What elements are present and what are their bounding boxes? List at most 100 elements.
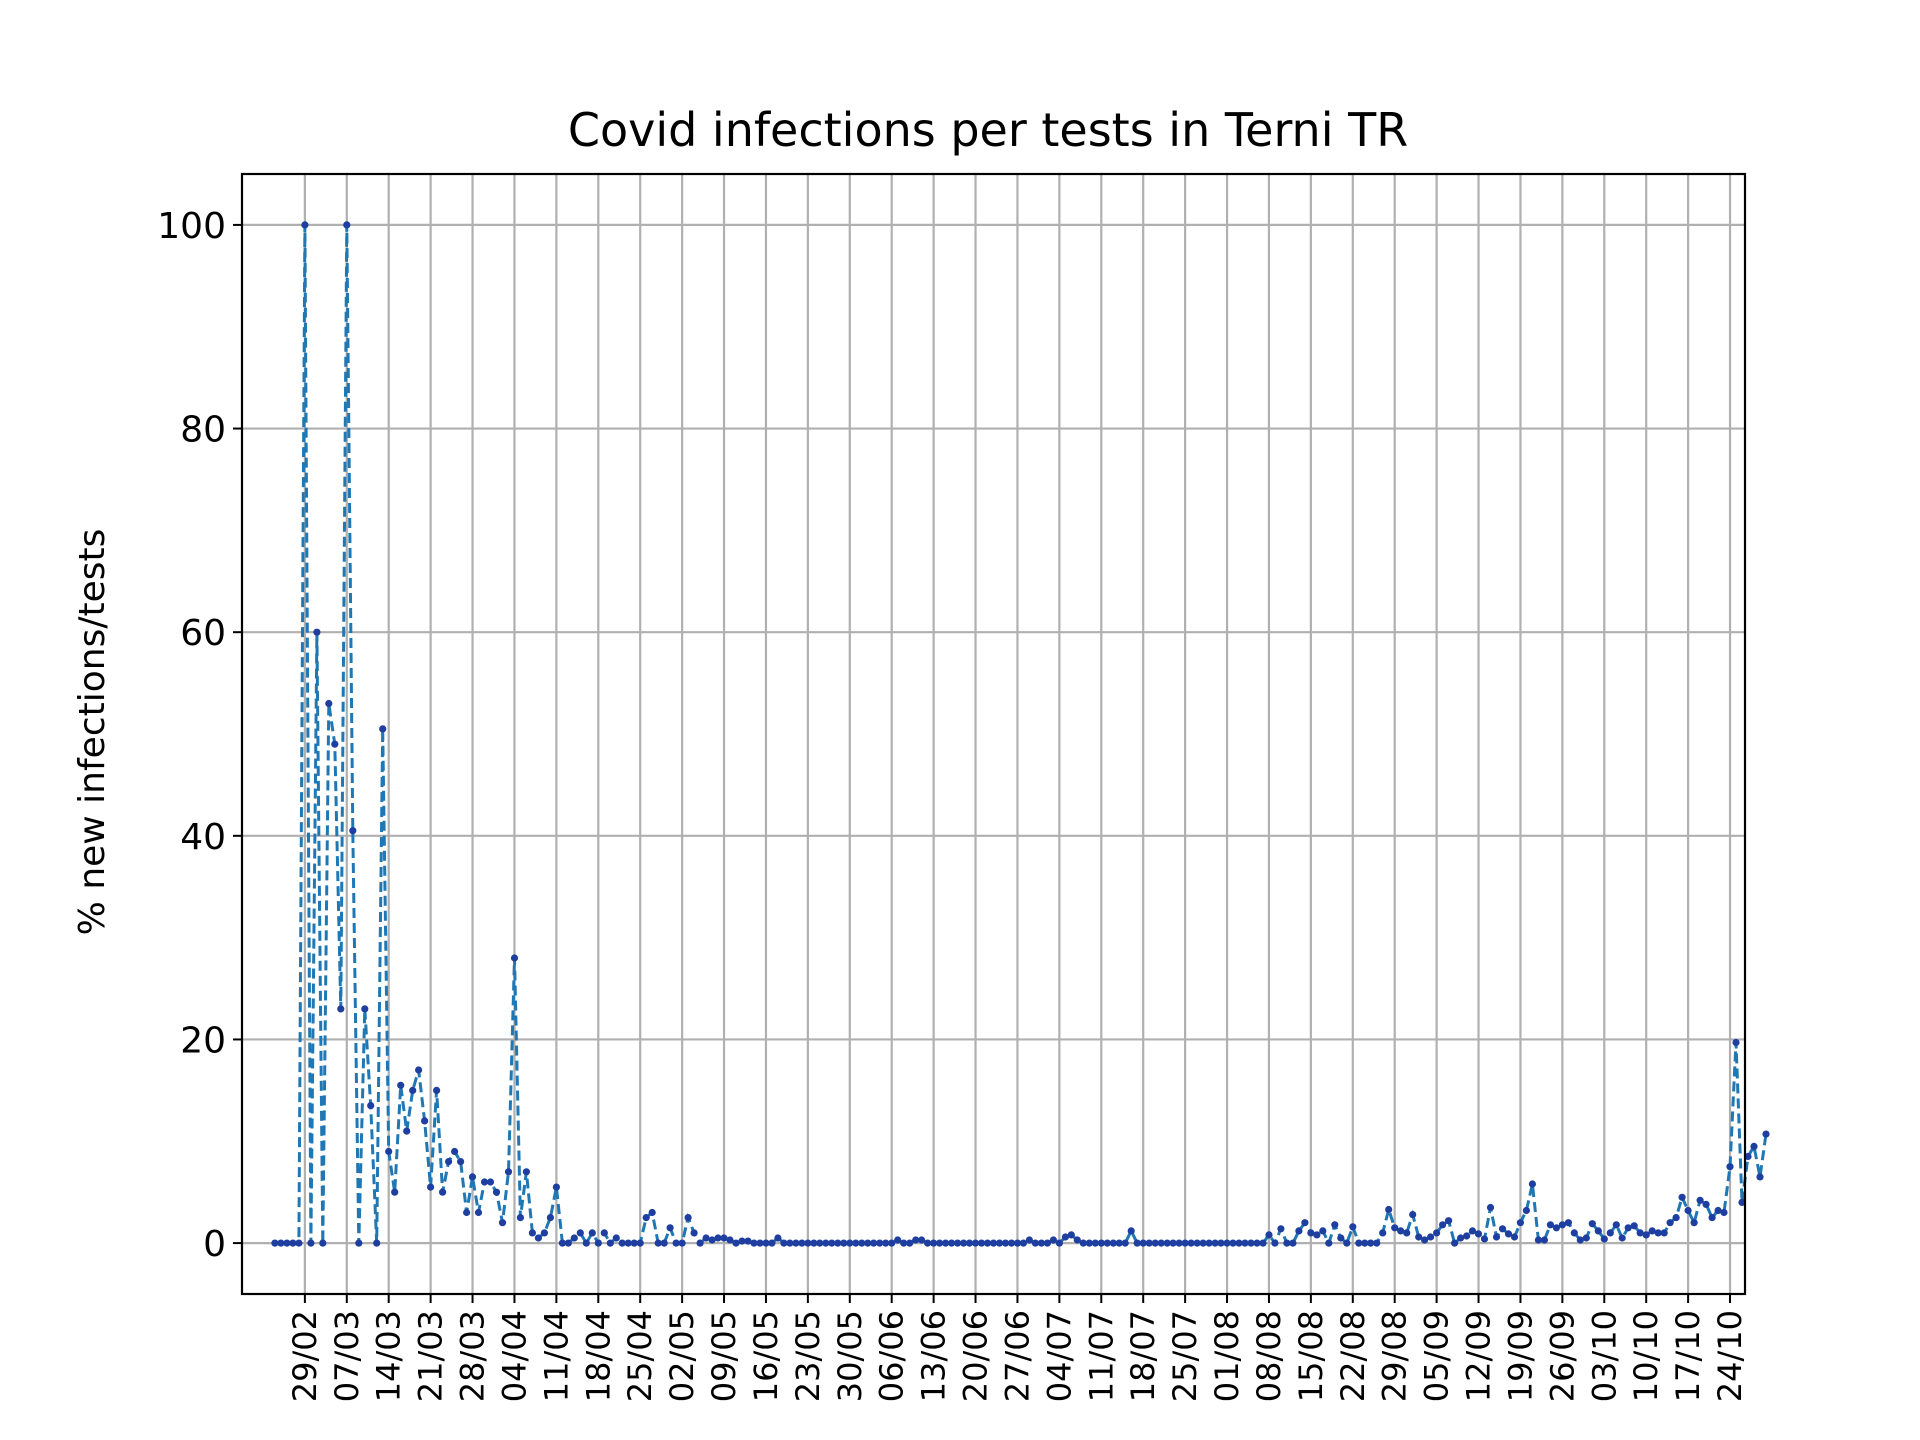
x-tick-label: 14/03 — [370, 1310, 408, 1402]
data-point — [1289, 1239, 1297, 1247]
data-point — [421, 1117, 429, 1125]
x-tick-label: 06/06 — [873, 1310, 911, 1402]
x-tick-label: 24/10 — [1711, 1310, 1749, 1402]
data-point — [888, 1239, 896, 1247]
data-point — [636, 1239, 644, 1247]
x-tick-label: 29/08 — [1376, 1310, 1414, 1402]
data-point — [648, 1208, 656, 1217]
data-point — [1654, 1229, 1662, 1237]
data-point — [1259, 1239, 1267, 1247]
data-point — [750, 1239, 758, 1247]
data-point — [744, 1237, 752, 1245]
data-point — [1031, 1239, 1039, 1247]
data-point — [1283, 1239, 1291, 1247]
data-point — [1241, 1239, 1249, 1247]
data-point — [540, 1229, 549, 1237]
data-point — [1181, 1239, 1189, 1247]
data-point — [1708, 1214, 1716, 1222]
data-point — [1421, 1236, 1429, 1244]
data-point — [828, 1239, 836, 1247]
data-point — [325, 699, 333, 708]
plot-frame — [240, 172, 1747, 1296]
data-point — [582, 1239, 590, 1247]
data-point — [1373, 1239, 1381, 1247]
x-tick-label: 25/07 — [1166, 1310, 1204, 1402]
data-point — [1546, 1221, 1554, 1229]
data-point — [552, 1183, 561, 1191]
data-point — [1253, 1239, 1261, 1247]
data-point — [1522, 1206, 1530, 1215]
x-tick-label: 30/05 — [831, 1310, 869, 1402]
data-point — [367, 1102, 375, 1110]
x-tick-label: 13/06 — [915, 1310, 953, 1402]
data-point — [774, 1234, 782, 1242]
data-point — [1139, 1239, 1147, 1247]
data-point — [684, 1214, 692, 1222]
data-point — [1684, 1206, 1692, 1215]
data-point — [1468, 1227, 1477, 1235]
data-point — [504, 1168, 513, 1176]
data-point — [960, 1239, 968, 1247]
data-point — [1558, 1221, 1566, 1229]
data-point — [415, 1066, 423, 1074]
data-point — [1702, 1200, 1710, 1208]
y-tick-label: 0 — [203, 1224, 226, 1265]
x-tick-label: 18/04 — [579, 1310, 617, 1402]
data-point — [1570, 1229, 1578, 1237]
data-point — [1427, 1233, 1435, 1241]
x-tick-label: 20/06 — [957, 1310, 995, 1402]
data-point — [1409, 1211, 1417, 1219]
data-point — [1696, 1196, 1704, 1204]
data-point — [1750, 1142, 1758, 1150]
data-point — [1642, 1231, 1650, 1239]
data-point — [295, 1239, 303, 1247]
data-point — [1229, 1239, 1237, 1247]
data-point — [1103, 1239, 1111, 1247]
x-tick-label: 15/08 — [1292, 1310, 1330, 1402]
data-point — [965, 1239, 974, 1247]
data-point — [1720, 1208, 1728, 1217]
data-point — [1349, 1223, 1357, 1231]
y-tick-label: 80 — [180, 410, 226, 451]
data-point — [786, 1239, 794, 1247]
data-point — [349, 827, 357, 835]
x-tick-label: 25/04 — [621, 1310, 659, 1402]
data-point — [457, 1158, 465, 1166]
data-point — [534, 1234, 543, 1242]
data-point — [989, 1239, 998, 1247]
data-point — [678, 1239, 686, 1247]
data-point — [1091, 1239, 1099, 1247]
data-point — [1744, 1152, 1752, 1161]
data-point — [780, 1239, 788, 1247]
y-tick-label: 60 — [180, 613, 226, 654]
data-point — [1510, 1233, 1519, 1241]
data-point — [1612, 1221, 1620, 1229]
data-point — [337, 1005, 345, 1013]
data-point — [1457, 1234, 1465, 1242]
data-point — [546, 1214, 555, 1222]
data-point — [1109, 1239, 1117, 1247]
data-point — [516, 1214, 525, 1222]
data-point — [726, 1236, 734, 1244]
data-point — [1630, 1222, 1638, 1230]
data-point — [612, 1234, 620, 1242]
data-point — [1061, 1233, 1069, 1241]
data-point — [714, 1234, 722, 1242]
data-point — [1397, 1227, 1405, 1235]
data-point — [642, 1214, 650, 1222]
data-point — [1127, 1227, 1135, 1235]
x-tick-label: 21/03 — [412, 1310, 450, 1402]
data-point — [510, 954, 519, 962]
data-point — [1313, 1231, 1321, 1239]
data-point — [468, 1173, 477, 1181]
data-point — [1355, 1239, 1363, 1247]
x-tick-label: 11/04 — [537, 1310, 575, 1402]
data-point — [1019, 1239, 1027, 1247]
data-point — [768, 1239, 776, 1247]
data-point — [289, 1239, 297, 1247]
data-point — [864, 1239, 872, 1247]
x-tick-label: 02/05 — [663, 1310, 701, 1402]
data-point — [822, 1239, 830, 1247]
data-point — [1211, 1239, 1219, 1247]
data-point — [1439, 1221, 1447, 1229]
